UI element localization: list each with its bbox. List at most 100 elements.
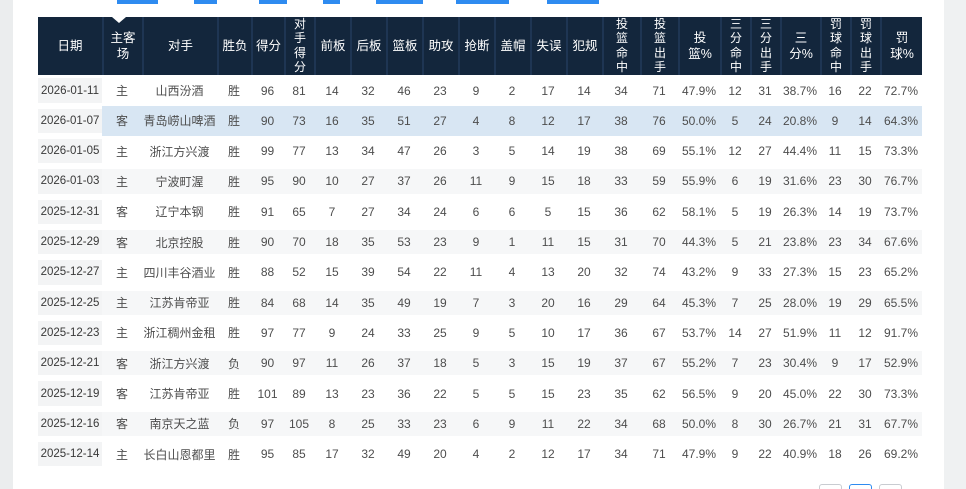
column-header-ast[interactable]: 助攻 — [422, 17, 458, 76]
cell-blk: 3 — [494, 288, 530, 318]
cell-pf: 19 — [566, 348, 602, 378]
column-header-result[interactable]: 胜负 — [217, 17, 251, 76]
cell-oreb: 11 — [314, 348, 350, 378]
cell-ft-pct: 65.2% — [883, 265, 919, 280]
cell-ftm: 16 — [828, 83, 842, 98]
cell-fg-pct: 50.0% — [678, 105, 720, 137]
column-header-home-away[interactable]: 主客场 — [102, 17, 142, 76]
cell-blk: 2 — [508, 447, 516, 462]
pagination-button[interactable] — [819, 484, 842, 489]
toolbar-button-fragment[interactable] — [117, 0, 158, 4]
column-header-dreb[interactable]: 后板 — [350, 17, 386, 76]
cell-dreb: 24 — [361, 325, 375, 340]
table-row[interactable]: 2026-01-05 主 浙江方兴渡 胜 99 77 13 34 47 26 3 5 14 19 38 69 5… — [38, 136, 922, 166]
cell-ast: 27 — [422, 105, 458, 137]
column-header-fg-pct[interactable]: 投篮% — [678, 17, 720, 76]
table-row[interactable]: 2025-12-29 客北京控股胜 90 70 18 35 53 23 9 1 11 15 31 70 44… — [38, 227, 922, 257]
column-header-fga[interactable]: 投篮出手 — [640, 17, 678, 76]
column-header-threepm[interactable]: 三分命中 — [720, 17, 750, 76]
cell-fta: 31 — [850, 409, 880, 439]
cell-ft-pct: 67.7% — [880, 409, 922, 439]
cell-fg-pct: 53.7% — [681, 325, 717, 340]
table-row[interactable]: 2025-12-31 客辽宁本钢胜 91 65 7 27 34 24 6 6 5 15 36 62 58.1… — [38, 197, 922, 227]
cell-ft-pct: 73.7% — [883, 204, 919, 219]
cell-oreb: 14 — [314, 288, 350, 318]
cell-fg-pct: 45.3% — [678, 288, 720, 318]
column-header-fgm[interactable]: 投篮命中 — [602, 17, 640, 76]
toolbar-button-fragment[interactable] — [376, 0, 423, 4]
cell-fta: 34 — [850, 227, 880, 257]
toolbar-button-fragment[interactable] — [547, 0, 599, 4]
cell-oreb: 14 — [325, 83, 339, 98]
column-header-opp-points[interactable]: 对手得分 — [284, 17, 314, 76]
cell-pf: 19 — [577, 144, 591, 159]
column-header-opponent[interactable]: 对手 — [142, 17, 217, 76]
column-header-reb[interactable]: 篮板 — [386, 17, 422, 76]
toolbar-button-fragment[interactable] — [323, 0, 340, 4]
cell-oreb: 13 — [325, 386, 339, 401]
cell-fgm: 36 — [614, 325, 628, 340]
column-header-pf[interactable]: 犯规 — [566, 17, 602, 76]
cell-oreb: 16 — [314, 105, 350, 137]
table-row[interactable]: 2026-01-11 主 山西汾酒 胜 96 81 14 32 46 23 9 2 17 14 34 71 47… — [38, 75, 922, 105]
cell-threepa: 27 — [758, 325, 772, 340]
cell-ftm: 22 — [828, 386, 842, 401]
cell-fg-pct: 55.9% — [678, 166, 720, 196]
table-row[interactable]: 2026-01-07 客青岛崂山啤酒胜 90 73 16 35 51 27 4 8 12 17 38 76… — [38, 105, 922, 137]
cell-blk: 5 — [508, 386, 516, 401]
cell-fga: 64 — [640, 288, 678, 318]
column-header-threep-pct[interactable]: 三分% — [780, 17, 820, 76]
cell-ast: 22 — [433, 265, 447, 280]
cell-fga: 71 — [652, 447, 666, 462]
cell-opponent: 北京控股 — [142, 227, 217, 257]
toolbar-button-fragment[interactable] — [456, 0, 509, 4]
cell-ft-pct: 52.9% — [880, 348, 922, 378]
cell-threepm: 9 — [731, 386, 739, 401]
cell-ftm: 11 — [828, 144, 842, 159]
table-row[interactable]: 2026-01-03 主宁波町渥胜 95 90 10 27 37 26 11 9 15 18 33 59 5… — [38, 166, 922, 196]
column-header-points[interactable]: 得分 — [251, 17, 284, 76]
cell-result: 胜 — [217, 227, 251, 257]
column-header-fta[interactable]: 罚球出手 — [850, 17, 880, 76]
column-header-label: 犯规 — [572, 39, 598, 54]
cell-threepa: 20 — [758, 386, 772, 401]
table-row[interactable]: 2025-12-19 客 江苏肯帝亚 胜 101 89 13 23 36 22 5 5 15 23 35 62… — [38, 378, 922, 408]
cell-stl: 5 — [472, 386, 480, 401]
table-row[interactable]: 2025-12-23 主浙江稠州金租胜 97 77 9 24 33 25 9 5 10 17 36 67 5… — [38, 318, 922, 348]
column-header-threepa[interactable]: 三分出手 — [750, 17, 780, 76]
toolbar-button-fragment[interactable] — [259, 0, 287, 4]
table-row[interactable]: 2025-12-21 客浙江方兴渡负 90 97 11 26 37 18 5 3 15 19 37 67 5… — [38, 348, 922, 378]
pagination-button[interactable] — [849, 484, 872, 489]
table-row[interactable]: 2025-12-14 主长白山恩都里胜 95 85 17 32 49 20 4 2 12 17 34 71… — [38, 439, 922, 469]
cell-tov: 13 — [541, 265, 555, 280]
table-row[interactable]: 2025-12-25 主江苏肯帝亚胜 84 68 14 35 49 19 7 3 20 16 29 64 4… — [38, 288, 922, 318]
column-header-stl[interactable]: 抢断 — [458, 17, 494, 76]
cell-opponent: 江苏肯帝亚 — [142, 288, 217, 318]
column-header-date[interactable]: 日期 — [38, 17, 102, 76]
column-header-label: 对手 — [167, 39, 193, 54]
cell-fga: 67 — [652, 325, 666, 340]
cell-date: 2025-12-14 — [38, 439, 102, 469]
cell-fgm: 34 — [602, 409, 640, 439]
column-header-ft-pct[interactable]: 罚球% — [880, 17, 922, 76]
cell-points: 90 — [251, 105, 284, 137]
cell-stl: 9 — [472, 83, 480, 98]
table-row[interactable]: 2025-12-27 主四川丰谷酒业胜 88 52 15 39 54 22 11 4 13 20 32 7… — [38, 257, 922, 287]
column-header-tov[interactable]: 失误 — [530, 17, 566, 76]
toolbar-button-fragment[interactable] — [194, 0, 217, 4]
cell-opp-points: 68 — [284, 288, 314, 318]
column-header-oreb[interactable]: 前板 — [314, 17, 350, 76]
column-header-blk[interactable]: 盖帽 — [494, 17, 530, 76]
cell-dreb: 34 — [361, 144, 375, 159]
cell-ft-pct: 72.7% — [883, 83, 919, 98]
cell-oreb: 13 — [325, 144, 339, 159]
cell-threepa: 22 — [758, 447, 772, 462]
cell-threepm: 14 — [728, 325, 742, 340]
cell-dreb: 32 — [361, 83, 375, 98]
column-header-ftm[interactable]: 罚球命中 — [820, 17, 850, 76]
pagination-button[interactable] — [879, 484, 902, 489]
column-header-label: 罚球% — [890, 30, 914, 62]
table-row[interactable]: 2025-12-16 客南京天之蓝负 97 105 8 25 33 23 6 9 11 22 34 68 5… — [38, 409, 922, 439]
cell-reb: 37 — [386, 348, 422, 378]
cell-tov: 10 — [541, 325, 555, 340]
